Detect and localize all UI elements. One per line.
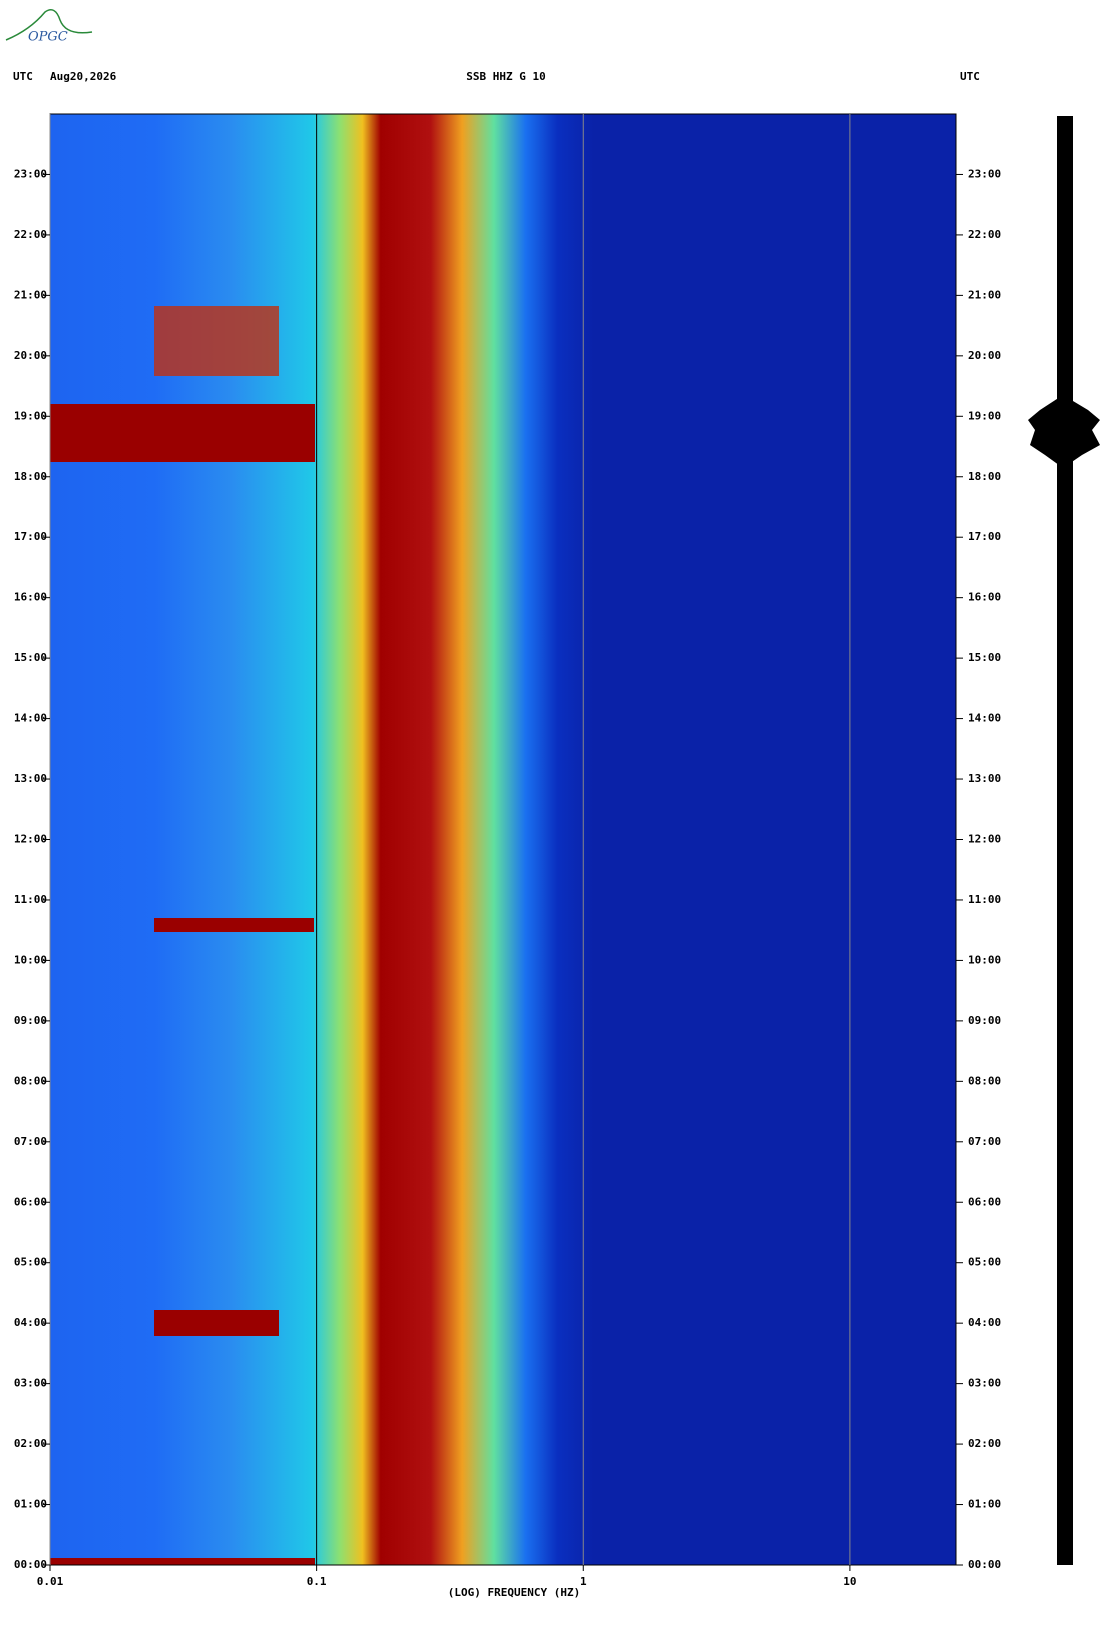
y-tick-label: 13:00 [14, 772, 47, 785]
y-tick-label: 00:00 [968, 1558, 1001, 1571]
y-tick-label: 08:00 [968, 1074, 1001, 1087]
y-tick-label: 23:00 [14, 167, 47, 180]
y-tick-label: 04:00 [968, 1316, 1001, 1329]
x-axis-label: (LOG) FREQUENCY (HZ) [448, 1586, 580, 1599]
event-band [50, 1558, 315, 1565]
y-tick-label: 06:00 [968, 1195, 1001, 1208]
y-tick-label: 12:00 [968, 833, 1001, 846]
timezone-right: UTC [960, 70, 980, 83]
y-tick-label: 21:00 [968, 288, 1001, 301]
x-tick-label: 0.1 [307, 1575, 327, 1588]
y-tick-label: 01:00 [968, 1498, 1001, 1511]
y-tick-label: 00:00 [14, 1558, 47, 1571]
logo-swoosh [5, 9, 93, 41]
y-tick-label: 13:00 [968, 772, 1001, 785]
y-tick-label: 14:00 [14, 712, 47, 725]
y-tick-label: 03:00 [14, 1377, 47, 1390]
y-tick-label: 17:00 [968, 530, 1001, 543]
date: Aug20,2026 [50, 70, 117, 83]
y-tick-label: 04:00 [14, 1316, 47, 1329]
y-tick-label: 11:00 [14, 893, 47, 906]
y-tick-label: 17:00 [14, 530, 47, 543]
y-tick-label: 09:00 [968, 1014, 1001, 1027]
y-tick-label: 05:00 [14, 1256, 47, 1269]
x-tick-label: 1 [580, 1575, 587, 1588]
y-tick-label: 06:00 [14, 1195, 47, 1208]
y-tick-label: 02:00 [14, 1437, 47, 1450]
y-tick-label: 18:00 [14, 470, 47, 483]
event-band [50, 404, 315, 462]
timezone-left: UTC [13, 70, 33, 83]
y-tick-label: 07:00 [968, 1135, 1001, 1148]
x-tick-label: 0.01 [37, 1575, 64, 1588]
seismogram-event [1028, 395, 1100, 468]
y-tick-label: 20:00 [968, 349, 1001, 362]
y-tick-label: 20:00 [14, 349, 47, 362]
y-tick-label: 07:00 [14, 1135, 47, 1148]
y-tick-label: 10:00 [14, 953, 47, 966]
y-tick-label: 15:00 [14, 651, 47, 664]
y-tick-label: 18:00 [968, 470, 1001, 483]
y-tick-label: 16:00 [968, 591, 1001, 604]
y-tick-label: 01:00 [14, 1498, 47, 1511]
y-tick-label: 23:00 [968, 167, 1001, 180]
y-tick-label: 08:00 [14, 1074, 47, 1087]
y-tick-label: 14:00 [968, 712, 1001, 725]
y-tick-label: 11:00 [968, 893, 1001, 906]
y-tick-label: 05:00 [968, 1256, 1001, 1269]
y-tick-label: 09:00 [14, 1014, 47, 1027]
y-tick-label: 21:00 [14, 288, 47, 301]
event-band [154, 918, 314, 932]
y-tick-label: 10:00 [968, 953, 1001, 966]
chart-title: SSB HHZ G 10 [466, 70, 545, 83]
y-tick-label: 19:00 [14, 409, 47, 422]
y-tick-label: 19:00 [968, 409, 1001, 422]
event-band [154, 306, 279, 376]
x-tick-label: 10 [843, 1575, 856, 1588]
y-tick-label: 03:00 [968, 1377, 1001, 1390]
event-band [154, 1310, 279, 1336]
y-tick-label: 15:00 [968, 651, 1001, 664]
seismogram-trace [1057, 116, 1073, 1565]
y-tick-label: 22:00 [968, 228, 1001, 241]
y-tick-label: 12:00 [14, 833, 47, 846]
y-tick-label: 16:00 [14, 591, 47, 604]
logo: OPGC [28, 30, 68, 45]
y-tick-label: 02:00 [968, 1437, 1001, 1450]
y-tick-label: 22:00 [14, 228, 47, 241]
